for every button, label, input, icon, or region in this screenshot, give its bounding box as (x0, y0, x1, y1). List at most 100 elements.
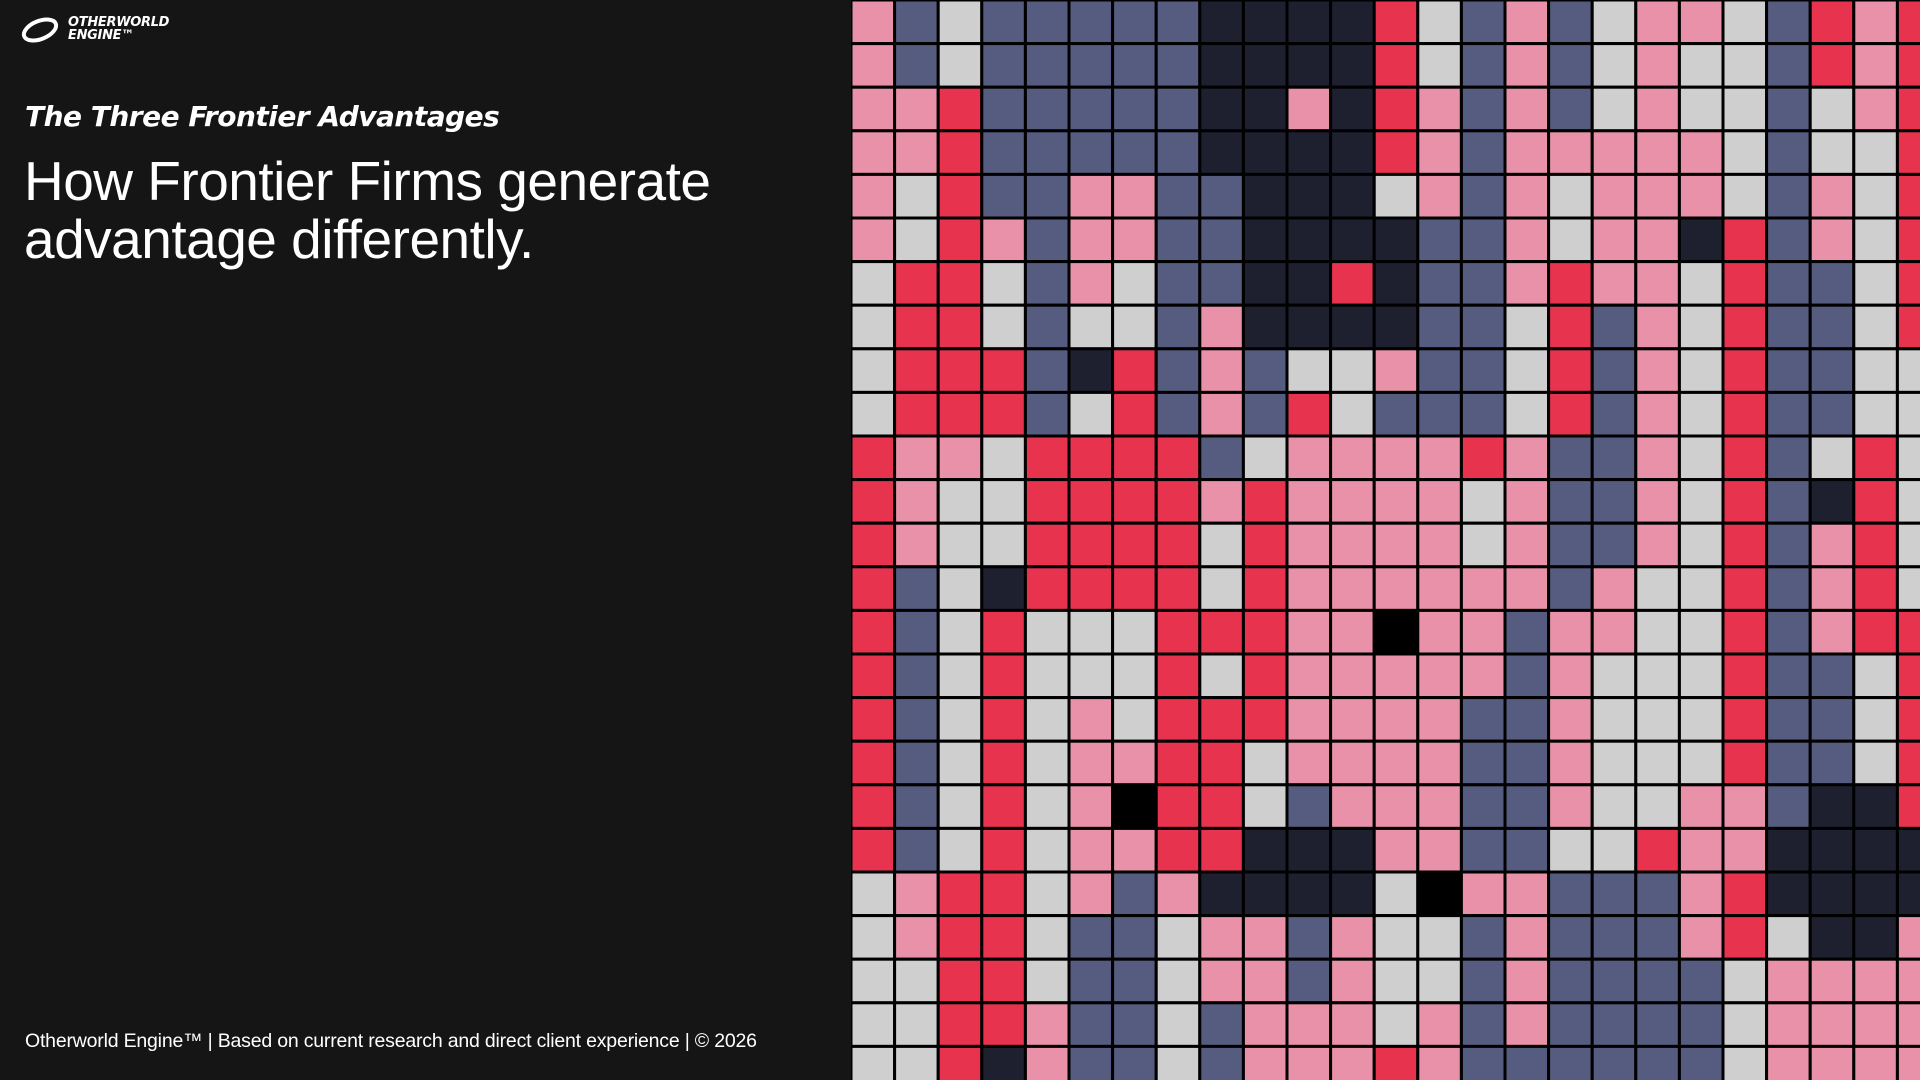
mosaic-tile (893, 870, 940, 918)
mosaic-tile (1808, 783, 1856, 830)
mosaic-tile (1329, 172, 1376, 220)
mosaic-tile (1111, 870, 1158, 918)
mosaic-tile (1808, 652, 1856, 700)
mosaic-tile (1895, 652, 1920, 700)
mosaic-tile (1372, 85, 1420, 133)
mosaic-tile (1023, 739, 1071, 787)
mosaic-tile (851, 826, 897, 874)
mosaic-tile (1721, 652, 1769, 700)
mosaic-tile (1241, 521, 1289, 569)
mosaic-tile (893, 347, 940, 394)
mosaic-tile (1111, 129, 1158, 176)
mosaic-tile (936, 739, 984, 787)
mosaic-tile (1416, 129, 1463, 176)
mosaic-tile (1547, 260, 1594, 307)
mosaic-tile (936, 85, 984, 133)
mosaic-tile (936, 826, 984, 874)
mosaic-tile (1329, 914, 1376, 961)
mosaic-tile (1895, 696, 1920, 743)
mosaic-tile (1765, 957, 1812, 1005)
mosaic-tile (1852, 783, 1899, 830)
mosaic-tile (1634, 739, 1681, 787)
mosaic-tile (1765, 434, 1812, 482)
mosaic-tile (893, 478, 940, 525)
mosaic-tile (1154, 957, 1202, 1005)
mosaic-tile (893, 783, 940, 830)
mosaic-tile (1459, 260, 1507, 307)
mosaic-tile (1154, 42, 1202, 89)
mosaic-tile (1154, 390, 1202, 438)
mosaic-tile (1372, 0, 1420, 46)
mosaic-tile (1416, 696, 1463, 743)
mosaic-tile (1023, 826, 1071, 874)
mosaic-tile (1634, 1001, 1681, 1048)
mosaic-tile (1590, 652, 1638, 700)
mosaic-tile (1547, 521, 1594, 569)
mosaic-tile (1067, 0, 1115, 46)
mosaic-tile (1111, 478, 1158, 525)
mosaic-tile (1721, 608, 1769, 656)
mosaic-tile (980, 1001, 1027, 1048)
mosaic-tile (1285, 172, 1333, 220)
mosaic-tile (893, 826, 940, 874)
mosaic-tile (1154, 1001, 1202, 1048)
mosaic-tile (1067, 434, 1115, 482)
mosaic-tile (1721, 0, 1769, 46)
mosaic-tile (1634, 478, 1681, 525)
mosaic-tile (1111, 739, 1158, 787)
mosaic-tile (936, 303, 984, 351)
mosaic-tile (1808, 739, 1856, 787)
mosaic-tile (1765, 914, 1812, 961)
mosaic-tile (1459, 172, 1507, 220)
mosaic-tile (1721, 434, 1769, 482)
mosaic-tile (1023, 1001, 1071, 1048)
mosaic-tile (1023, 521, 1071, 569)
mosaic-tile (1590, 347, 1638, 394)
mosaic-tile (1459, 85, 1507, 133)
mosaic-tile (1590, 478, 1638, 525)
mosaic-tile (1765, 1001, 1812, 1048)
mosaic-tile (980, 1044, 1027, 1080)
mosaic-tile (1852, 42, 1899, 89)
mosaic-tile (1372, 565, 1420, 612)
mosaic-tile (1241, 696, 1289, 743)
mosaic-tile (893, 0, 940, 46)
mosaic-tile (1285, 696, 1333, 743)
mosaic-tile (1241, 914, 1289, 961)
mosaic-tile (1241, 739, 1289, 787)
mosaic-tile (1895, 521, 1920, 569)
mosaic-tile (936, 0, 984, 46)
mosaic-tile (980, 478, 1027, 525)
mosaic-tile (1198, 826, 1245, 874)
mosaic-tile (1503, 478, 1551, 525)
mosaic-tile (1765, 42, 1812, 89)
mosaic-tile (980, 434, 1027, 482)
mosaic-tile (1198, 521, 1245, 569)
mosaic-tile (980, 521, 1027, 569)
mosaic-tile (1329, 42, 1376, 89)
mosaic-tile (1808, 85, 1856, 133)
mosaic-tile (1416, 608, 1463, 656)
mosaic-tile (1677, 390, 1725, 438)
mosaic-tile (1372, 914, 1420, 961)
mosaic-tile (1765, 347, 1812, 394)
mosaic-tile (851, 42, 897, 89)
mosaic-tile (1111, 85, 1158, 133)
mosaic-tile (1241, 565, 1289, 612)
mosaic-tile (1198, 1001, 1245, 1048)
mosaic-tile (1111, 608, 1158, 656)
mosaic-tile (1852, 0, 1899, 46)
mosaic-tile (1416, 260, 1463, 307)
mosaic-tile (1198, 914, 1245, 961)
mosaic-tile (1067, 565, 1115, 612)
mosaic-tile (1329, 303, 1376, 351)
mosaic-tile (1372, 608, 1420, 656)
mosaic-tile (1503, 1044, 1551, 1080)
mosaic-tile (980, 957, 1027, 1005)
mosaic-tile (1852, 914, 1899, 961)
mosaic-tile (1067, 129, 1115, 176)
mosaic-tile (1154, 739, 1202, 787)
mosaic-tile (1503, 608, 1551, 656)
mosaic-tile (1634, 870, 1681, 918)
mosaic-tile (1765, 390, 1812, 438)
